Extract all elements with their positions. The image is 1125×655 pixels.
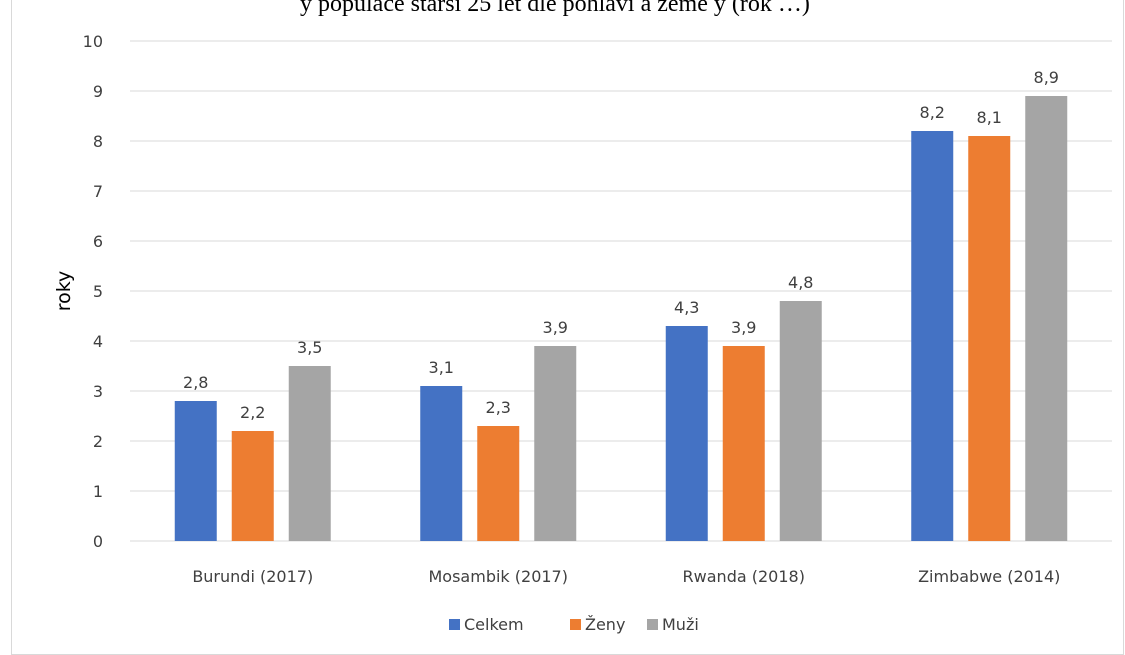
x-tick-label: Mosambik (2017) bbox=[429, 567, 568, 586]
data-label: 3,1 bbox=[429, 358, 454, 377]
y-tick-label: 10 bbox=[83, 32, 103, 51]
bar-muži bbox=[534, 346, 577, 541]
data-label: 8,9 bbox=[1034, 68, 1059, 87]
bar-muži bbox=[288, 366, 331, 541]
y-tick-label: 6 bbox=[93, 232, 103, 251]
x-tick-label: Rwanda (2018) bbox=[683, 567, 805, 586]
bar-celkem bbox=[665, 326, 708, 541]
data-label: 3,9 bbox=[731, 318, 756, 337]
bar-celkem bbox=[174, 401, 217, 541]
bar-muži bbox=[779, 301, 822, 541]
data-label: 2,2 bbox=[240, 403, 265, 422]
x-tick-label: Burundi (2017) bbox=[192, 567, 313, 586]
y-tick-label: 8 bbox=[93, 132, 103, 151]
bar-muži bbox=[1025, 96, 1068, 541]
bar-ženy bbox=[968, 136, 1011, 541]
y-tick-label: 7 bbox=[93, 182, 103, 201]
y-tick-label: 2 bbox=[93, 432, 103, 451]
data-label: 4,3 bbox=[674, 298, 699, 317]
data-label: 2,8 bbox=[183, 373, 208, 392]
y-tick-label: 0 bbox=[93, 532, 103, 551]
chart-title-fragment: y populace starší 25 let dle pohlaví a z… bbox=[300, 0, 810, 17]
legend-swatch bbox=[449, 619, 460, 630]
y-tick-label: 3 bbox=[93, 382, 103, 401]
y-tick-label: 9 bbox=[93, 82, 103, 101]
legend-label: Ženy bbox=[585, 615, 625, 634]
legend-label: Celkem bbox=[464, 615, 524, 634]
y-tick-label: 4 bbox=[93, 332, 103, 351]
bar-ženy bbox=[231, 431, 274, 541]
data-label: 8,1 bbox=[977, 108, 1002, 127]
bar-ženy bbox=[722, 346, 765, 541]
bar-ženy bbox=[477, 426, 520, 541]
y-tick-label: 5 bbox=[93, 282, 103, 301]
data-label: 3,9 bbox=[543, 318, 568, 337]
x-tick-label: Zimbabwe (2014) bbox=[918, 567, 1060, 586]
data-label: 2,3 bbox=[486, 398, 511, 417]
data-label: 8,2 bbox=[920, 103, 945, 122]
y-axis-title: roky bbox=[53, 271, 75, 312]
legend-label: Muži bbox=[662, 615, 699, 634]
legend-swatch bbox=[570, 619, 581, 630]
data-label: 3,5 bbox=[297, 338, 322, 357]
bar-celkem bbox=[911, 131, 954, 541]
data-label: 4,8 bbox=[788, 273, 813, 292]
bar-celkem bbox=[420, 386, 463, 541]
y-tick-label: 1 bbox=[93, 482, 103, 501]
legend-swatch bbox=[647, 619, 658, 630]
